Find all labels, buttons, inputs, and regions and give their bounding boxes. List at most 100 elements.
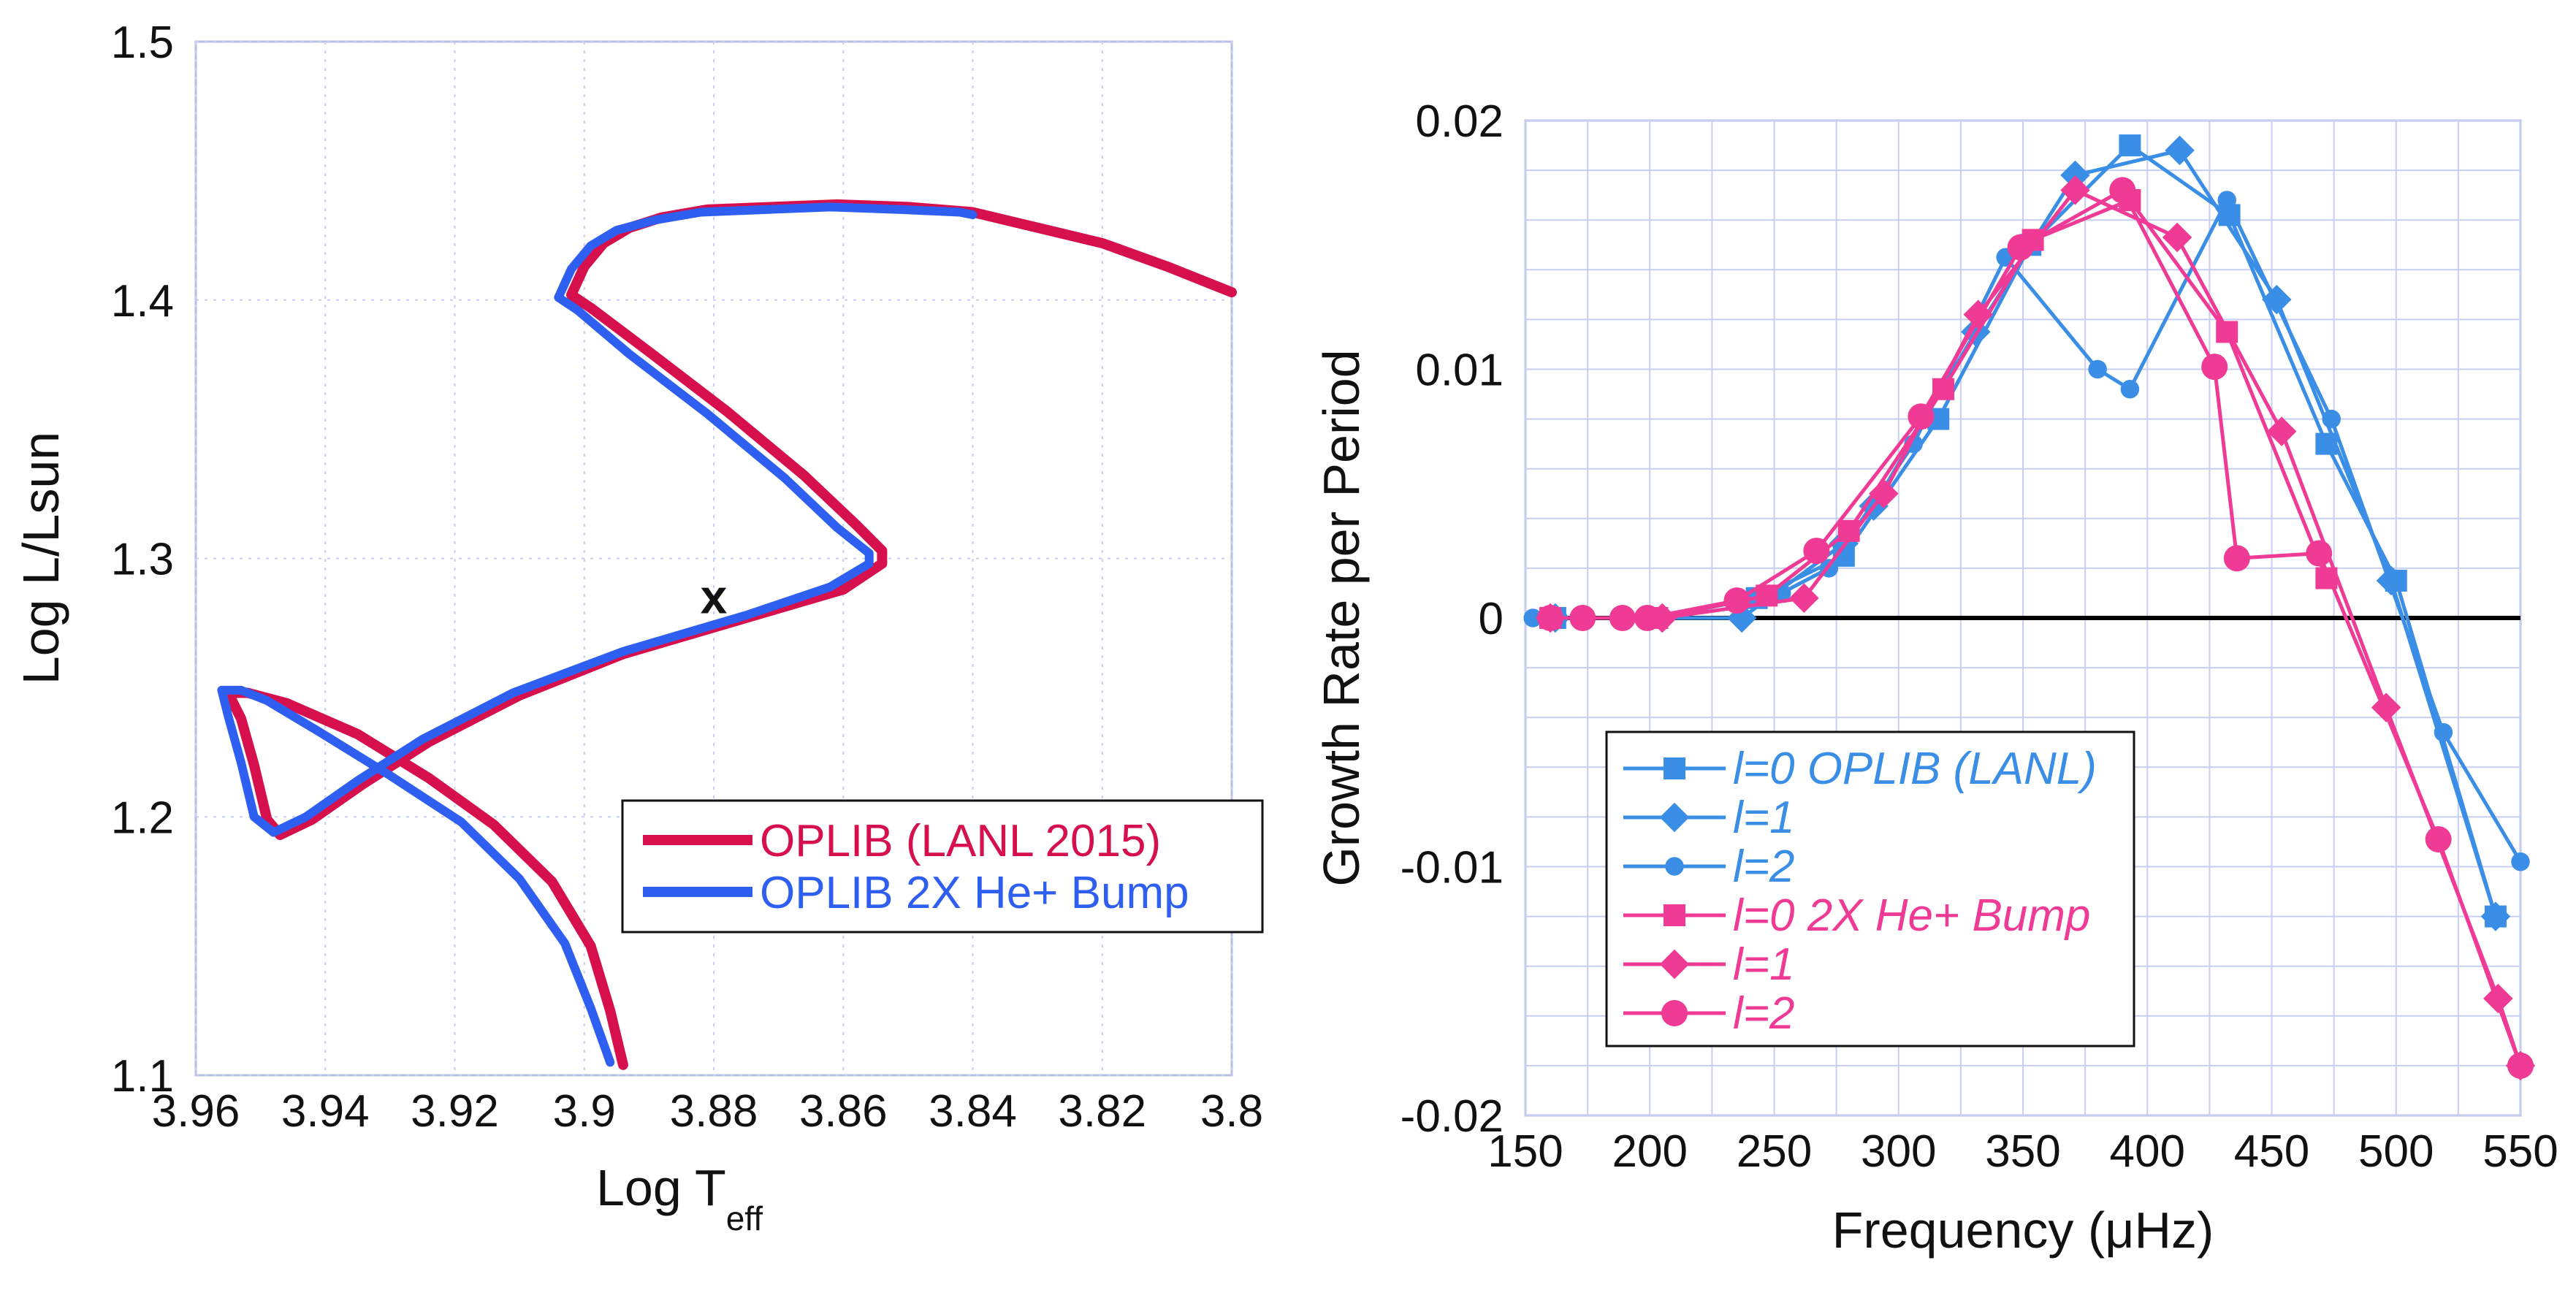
gr-legend-swatch-marker (1661, 1000, 1688, 1026)
gr-data-point (2109, 177, 2136, 204)
gr-data-point (1789, 583, 1819, 614)
gr-legend-label: l=0 2X He+ Bump (1733, 890, 2090, 941)
gr-legend-box (1605, 730, 2135, 1047)
gr-legend-entry-3: l=0 2X He+ Bump (1623, 890, 2090, 941)
hr-diagram-chart: 3.96 3.94 3.92 3.9 3.88 3.86 3.84 3.82 3.8 1.5 1.4… (12, 18, 1264, 1237)
hr-ylabel: Log L/Lsun (12, 432, 69, 684)
hr-xtick-label: 3.94 (281, 1086, 370, 1137)
gr-data-point (2480, 901, 2511, 931)
gr-legend-swatch-marker (1659, 949, 1690, 980)
gr-data-point (1869, 478, 1899, 508)
gr-data-point (2201, 354, 2228, 381)
gr-xtick-label: 550 (2482, 1126, 2558, 1177)
hr-xtick-label: 3.84 (929, 1086, 1017, 1137)
gr-legend-swatch-marker (1665, 857, 1684, 876)
gr-data-point (2376, 565, 2407, 596)
gr-data-point (2217, 191, 2236, 210)
hr-xtick-label: 3.96 (152, 1086, 240, 1137)
gr-data-point (2262, 284, 2292, 315)
hr-series-lines (217, 199, 1237, 1070)
gr-ytick-label: -0.02 (1401, 1091, 1504, 1142)
gr-xtick-label: 150 (1487, 1126, 1563, 1177)
gr-legend-label: l=1 (1733, 939, 1794, 990)
gr-tick-labels: 150 200 250 300 350 400 450 500 550 0.02 0.01 0 -0.0… (1401, 96, 2558, 1177)
gr-legend-entry-2: l=2 (1623, 841, 1794, 892)
gr-data-point (2007, 234, 2034, 261)
gr-data-point (2165, 135, 2195, 166)
gr-xtick-label: 500 (2358, 1126, 2434, 1177)
gr-data-point (2060, 160, 2090, 191)
gr-legend-entry-4: l=1 (1623, 939, 1794, 990)
hr-xlabel-sub: eff (726, 1199, 763, 1237)
gr-data-point (1523, 608, 1542, 627)
hr-legend-label-0: OPLIB (LANL 2015) (760, 816, 1161, 866)
hr-legend-box (621, 799, 1264, 934)
hr-xlabel-main: Log T (596, 1159, 726, 1216)
gr-legend-label: l=1 (1733, 793, 1794, 843)
gr-data-point (1908, 403, 1935, 430)
hr-ytick-label: 1.5 (111, 18, 174, 68)
hr-series-line-1 (217, 202, 978, 1067)
gr-data-point (2088, 359, 2107, 379)
gr-xtick-label: 350 (1985, 1126, 2060, 1177)
gr-legend-label: l=0 OPLIB (LANL) (1733, 744, 2097, 794)
gr-data-point (1537, 605, 1564, 631)
gr-ytick-label: -0.01 (1401, 843, 1504, 893)
gr-data-point (1803, 538, 1830, 565)
gr-data-point (2120, 379, 2140, 399)
gr-data-point (1569, 605, 1596, 631)
gr-legend-entry-5: l=2 (1623, 988, 1794, 1039)
gr-data-point (2507, 1052, 2534, 1079)
hr-xtick-label: 3.88 (670, 1086, 758, 1137)
hr-series-line-0 (223, 199, 1237, 1070)
gr-xlabel: Frequency (μHz) (1832, 1202, 2214, 1259)
hr-xtick-label: 3.92 (411, 1086, 499, 1137)
gr-xtick-label: 200 (1612, 1126, 1688, 1177)
gr-data-point (1634, 605, 1661, 631)
hr-xtick-label: 3.9 (553, 1086, 616, 1137)
hr-ytick-label: 1.1 (111, 1051, 174, 1102)
hr-ytick-label: 1.2 (111, 793, 174, 843)
gr-data-point (2162, 222, 2192, 253)
gr-xtick-label: 450 (2234, 1126, 2309, 1177)
gr-data-point (2060, 175, 2090, 205)
gr-ytick-label: 0 (1479, 594, 1504, 644)
gr-legend-label: l=2 (1733, 988, 1794, 1039)
gr-series-lines (1523, 134, 2536, 1081)
gr-data-point (1609, 605, 1636, 631)
gr-data-point (2425, 826, 2452, 853)
gr-ytick-label: 0.02 (1415, 96, 1504, 147)
growth-rate-chart: 150 200 250 300 350 400 450 500 550 0.02 0.01 0 -0.0… (1313, 96, 2558, 1259)
hr-xtick-label: 3.82 (1058, 1086, 1146, 1137)
gr-legend-entry-0: l=0 OPLIB (LANL) (1623, 744, 2097, 794)
gr-data-point (2306, 540, 2333, 567)
hr-legend: OPLIB (LANL 2015) OPLIB 2X He+ Bump (621, 799, 1264, 934)
hr-ytick-label: 1.3 (111, 535, 174, 585)
gr-data-point (2266, 416, 2297, 446)
gr-legend-entry-1: l=1 (1623, 793, 1794, 843)
hr-ytick-label: 1.4 (111, 276, 174, 327)
hr-xlabel: Log Teff (596, 1159, 763, 1237)
gr-ylabel: Growth Rate per Period (1313, 349, 1370, 886)
hr-xtick-label: 3.86 (799, 1086, 888, 1137)
gr-legend-swatch-marker (1664, 904, 1685, 926)
gr-ytick-label: 0.01 (1415, 346, 1504, 396)
gr-data-point (2511, 852, 2530, 871)
gr-data-point (2223, 545, 2250, 572)
hr-tick-labels: 3.96 3.94 3.92 3.9 3.88 3.86 3.84 3.82 3.8 1.5 1.4… (111, 18, 1263, 1137)
gr-data-point (2119, 134, 2141, 157)
hr-marker-x: x (701, 570, 728, 624)
gr-legend-label: l=2 (1733, 841, 1794, 892)
gr-legend: l=0 OPLIB (LANL)l=1l=2l=0 2X He+ Bumpl=1… (1605, 730, 2135, 1047)
gr-data-point (2322, 409, 2341, 429)
hr-xtick-label: 3.8 (1200, 1086, 1263, 1137)
hr-legend-label-1: OPLIB 2X He+ Bump (760, 868, 1189, 918)
gr-data-point (1723, 587, 1750, 614)
gr-series-5 (1537, 177, 2534, 1079)
gr-data-point (2483, 983, 2513, 1014)
gr-xtick-label: 300 (1861, 1126, 1936, 1177)
gr-legend-swatch-marker (1664, 757, 1685, 779)
gr-data-point (2434, 722, 2453, 742)
gr-xtick-label: 250 (1737, 1126, 1812, 1177)
